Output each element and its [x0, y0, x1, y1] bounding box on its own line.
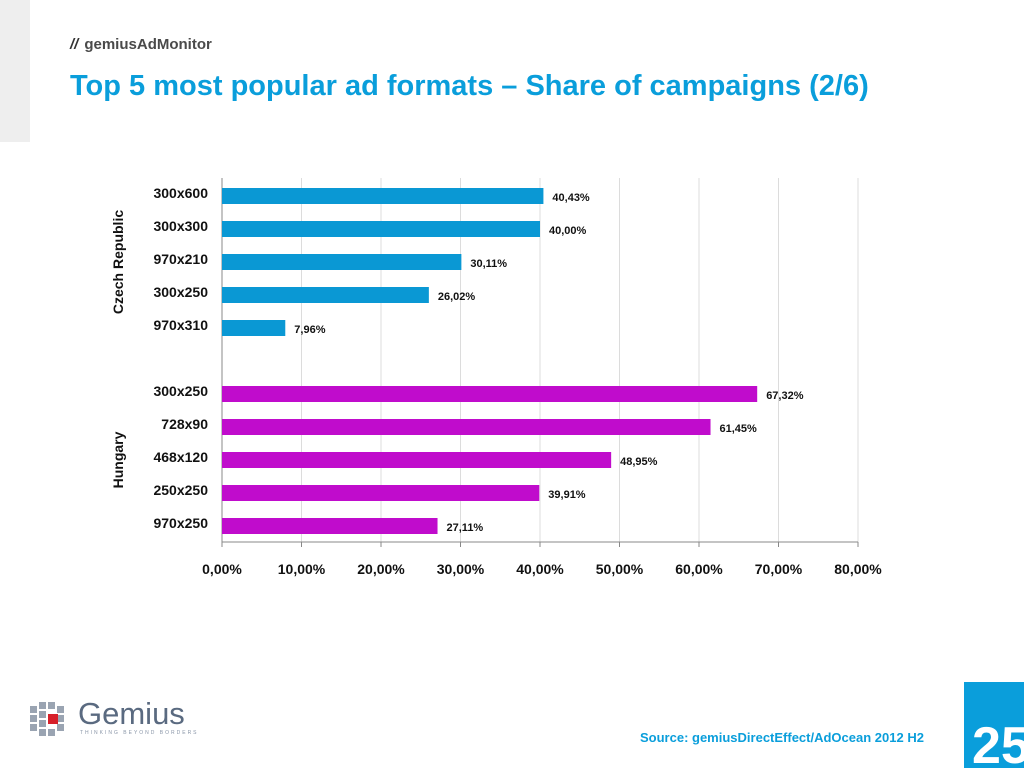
- bar: [222, 320, 286, 336]
- category-label: 300x250: [153, 284, 208, 300]
- logo-grid-icon: [30, 702, 64, 736]
- logo-tagline: THINKING BEYOND BORDERS: [80, 730, 199, 736]
- bar: [222, 452, 612, 468]
- x-tick-label: 70,00%: [755, 561, 803, 577]
- bar: [222, 287, 429, 303]
- data-label: 27,11%: [447, 522, 484, 534]
- group-label: Czech Republic: [110, 210, 126, 314]
- bar: [222, 419, 711, 435]
- category-label: 300x300: [153, 218, 208, 234]
- corner-accent: [0, 0, 30, 142]
- bar: [222, 188, 544, 204]
- gemius-logo: Gemius THINKING BEYOND BORDERS: [28, 696, 208, 742]
- page-number: 25: [972, 717, 1024, 768]
- bar: [222, 518, 438, 534]
- brand-line: // gemiusAdMonitor: [70, 36, 212, 53]
- category-label: 970x310: [153, 317, 208, 333]
- bar: [222, 221, 540, 237]
- group-label: Hungary: [110, 431, 126, 488]
- logo-wordmark: Gemius: [78, 696, 185, 731]
- category-label: 970x250: [153, 515, 208, 531]
- data-label: 39,91%: [548, 489, 586, 501]
- page-title: Top 5 most popular ad formats – Share of…: [70, 70, 869, 102]
- data-label: 67,32%: [766, 390, 804, 402]
- category-label: 728x90: [161, 416, 208, 432]
- brand-name: gemiusAdMonitor: [84, 36, 212, 53]
- bar: [222, 254, 462, 270]
- source-note: Source: gemiusDirectEffect/AdOcean 2012 …: [640, 730, 924, 745]
- category-label: 300x250: [153, 383, 208, 399]
- category-label: 300x600: [153, 185, 208, 201]
- data-label: 61,45%: [720, 423, 758, 435]
- bar: [222, 485, 540, 501]
- data-label: 7,96%: [294, 324, 325, 336]
- x-tick-label: 60,00%: [675, 561, 723, 577]
- bar-chart: 0,00% 10,00% 20,00% 30,00% 40,00% 50,00% 60,00…: [110, 178, 882, 577]
- data-label: 40,00%: [549, 225, 587, 237]
- bar: [222, 386, 758, 402]
- x-tick-label: 0,00%: [202, 561, 242, 577]
- category-label: 468x120: [153, 449, 208, 465]
- brand-slashes: //: [70, 36, 79, 53]
- category-label: 250x250: [153, 482, 208, 498]
- x-tick-label: 30,00%: [437, 561, 485, 577]
- data-label: 40,43%: [552, 192, 590, 204]
- page-number-box: 25: [964, 682, 1024, 768]
- x-tick-label: 10,00%: [278, 561, 326, 577]
- x-tick-label: 20,00%: [357, 561, 405, 577]
- data-label: 30,11%: [470, 258, 507, 270]
- x-tick-label: 40,00%: [516, 561, 564, 577]
- x-tick-label: 50,00%: [596, 561, 644, 577]
- data-label: 26,02%: [438, 291, 476, 303]
- data-label: 48,95%: [620, 456, 658, 468]
- category-label: 970x210: [153, 251, 208, 267]
- x-tick-label: 80,00%: [834, 561, 882, 577]
